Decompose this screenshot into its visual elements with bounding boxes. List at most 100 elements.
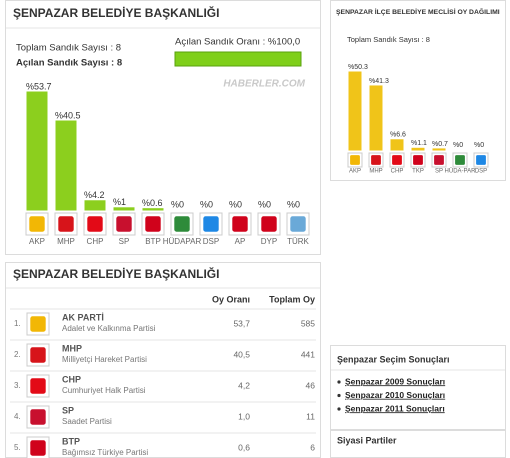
party-icon-fill (30, 316, 46, 332)
party-icon-fill (203, 216, 219, 232)
category-label: SP (119, 237, 130, 246)
result-link[interactable]: Şenpazar 2011 Sonuçları (345, 403, 445, 413)
watermark: HABERLER.COM (223, 79, 305, 90)
value-label: %53.7 (26, 81, 52, 91)
category-label: HÜDAPAR (163, 237, 202, 246)
sidebar-title: Şenpazar Seçim Sonuçları (337, 354, 450, 364)
bar (390, 139, 404, 151)
sidebar-panel (330, 345, 506, 430)
party-icon-fill (87, 216, 103, 232)
value-label: %1 (113, 197, 126, 207)
party-icon-fill (145, 216, 161, 232)
table-header: Oy Oranı (212, 294, 250, 304)
party-icon-fill (434, 155, 444, 165)
value-label: %50.3 (348, 64, 368, 71)
bullet (337, 407, 341, 411)
bar (142, 208, 164, 211)
row-number: 4. (14, 412, 21, 421)
value-label: %0 (171, 199, 184, 209)
value-label: %0.6 (142, 198, 163, 208)
vote-ratio: 4,2 (238, 380, 250, 390)
category-label: BTP (145, 237, 161, 246)
party-icon-fill (413, 155, 423, 165)
party-icon-fill (476, 155, 486, 165)
party-icon-fill (290, 216, 306, 232)
row-number: 1. (14, 319, 21, 328)
bar (26, 91, 48, 211)
party-name: BTP (62, 436, 80, 446)
table-header: Toplam Oy (269, 294, 315, 304)
bar (113, 207, 135, 211)
category-label: AKP (29, 237, 45, 246)
party-icon-fill (350, 155, 360, 165)
table-panel (5, 262, 321, 458)
value-label: %0 (258, 199, 271, 209)
category-label: TÜRK (287, 237, 309, 246)
party-icon-fill (30, 347, 46, 363)
party-full-name: Milliyetçi Hareket Partisi (62, 355, 147, 364)
party-name: AK PARTİ (62, 312, 104, 322)
value-label: %6.6 (390, 132, 406, 139)
info: Açılan Sandık Oranı : %100,0 (175, 37, 300, 48)
category-label: SP (435, 169, 443, 175)
parties-title: Siyasi Partiler (337, 435, 397, 445)
category-label: HÜDA-PAR (445, 168, 477, 175)
table-title: ŞENPAZAR BELEDİYE BAŞKANLIĞI (13, 266, 219, 281)
info: Toplam Sandık Sayısı : 8 (347, 35, 430, 44)
result-link[interactable]: Şenpazar 2009 Sonuçları (345, 376, 445, 386)
party-icon-fill (30, 409, 46, 425)
vote-count: 441 (301, 349, 315, 359)
value-label: %0.7 (432, 141, 448, 148)
bar (432, 148, 446, 151)
category-label: DSP (203, 237, 219, 246)
row-number: 2. (14, 350, 21, 359)
party-icon-fill (232, 216, 248, 232)
category-label: MHP (369, 169, 382, 175)
party-icon-fill (371, 155, 381, 165)
bullet (337, 380, 341, 384)
value-label: %4.2 (84, 190, 105, 200)
party-icon-fill (261, 216, 277, 232)
value-label: %0 (453, 142, 463, 149)
value-label: %0 (287, 199, 300, 209)
category-label: DSP (475, 169, 487, 175)
bar (369, 85, 383, 151)
value-label: %0 (474, 142, 484, 149)
vote-ratio: 1,0 (238, 411, 250, 421)
category-label: TKP (412, 169, 424, 175)
party-full-name: Adalet ve Kalkınma Partisi (62, 324, 156, 333)
category-label: CHP (87, 237, 104, 246)
party-full-name: Bağımsız Türkiye Partisi (62, 448, 148, 457)
info: Toplam Sandık Sayısı : 8 (16, 43, 121, 54)
progress-bar (174, 51, 302, 67)
party-full-name: Cumhuriyet Halk Partisi (62, 386, 146, 395)
party-icon-fill (30, 440, 46, 456)
chart-title: ŞENPAZAR İLÇE BELEDİYE MECLİSİ OY DAĞILI… (336, 7, 500, 16)
category-label: AKP (349, 169, 361, 175)
party-icon-fill (29, 216, 45, 232)
bar (411, 147, 425, 151)
vote-count: 46 (306, 380, 316, 390)
vote-ratio: 40,5 (233, 349, 250, 359)
party-icon-fill (30, 378, 46, 394)
party-icon-fill (455, 155, 465, 165)
value-label: %41.3 (369, 78, 389, 85)
vote-count: 6 (310, 442, 315, 452)
value-label: %1.1 (411, 140, 427, 147)
vote-count: 11 (306, 411, 315, 421)
category-label: AP (235, 237, 246, 246)
result-link[interactable]: Şenpazar 2010 Sonuçları (345, 390, 445, 400)
chart-title: ŞENPAZAR BELEDİYE BAŞKANLIĞI (13, 5, 219, 20)
party-icon-fill (392, 155, 402, 165)
info: Açılan Sandık Sayısı : 8 (16, 58, 122, 69)
category-label: MHP (57, 237, 75, 246)
parties-panel (330, 430, 506, 458)
value-label: %0 (200, 199, 213, 209)
party-icon-fill (116, 216, 132, 232)
row-number: 5. (14, 443, 21, 452)
bar (84, 200, 106, 211)
row-number: 3. (14, 381, 21, 390)
party-full-name: Saadet Partisi (62, 417, 112, 426)
party-name: MHP (62, 343, 82, 353)
